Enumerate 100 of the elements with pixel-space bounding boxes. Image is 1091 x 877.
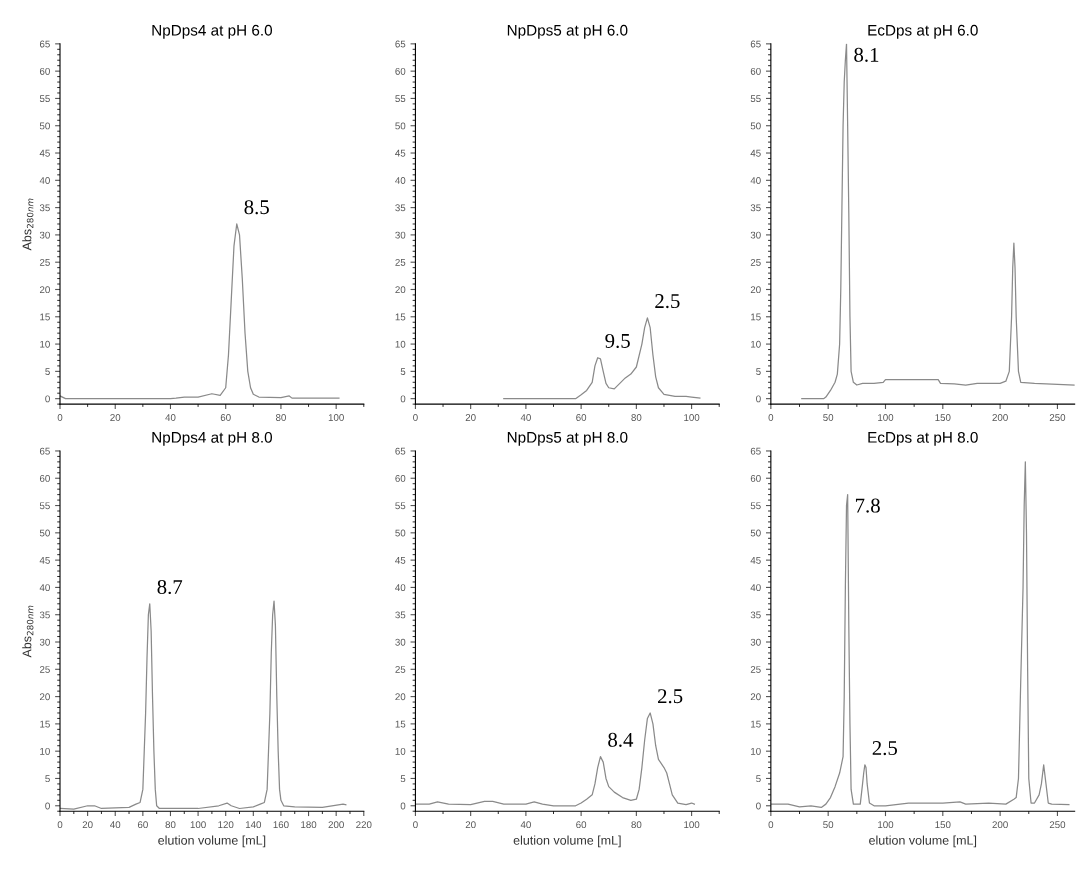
x-tick-label: 220	[356, 821, 372, 829]
line-series	[415, 712, 695, 807]
annotation: 2.5	[658, 689, 683, 704]
y-tick-label: 30	[750, 638, 761, 646]
y-tick-label: 65	[750, 447, 761, 455]
y-tick-label: 5	[400, 368, 406, 375]
y-tick-label: 40	[750, 177, 761, 184]
line-series	[60, 223, 340, 400]
x-tick-label: 0	[57, 821, 63, 829]
x-tick-label: 0	[768, 821, 774, 829]
x-tick-label: 20	[110, 414, 121, 421]
y-tick-label: 40	[395, 584, 406, 592]
x-tick-label: 100	[878, 821, 894, 829]
x-tick-label: 40	[165, 414, 176, 421]
y-tick-label: 20	[39, 286, 50, 294]
y-tick-label: 10	[395, 340, 406, 348]
y-tick-label: 40	[750, 584, 761, 592]
x-tick-label: 20	[465, 414, 476, 421]
y-tick-label: 20	[395, 693, 406, 701]
x-axis-title: elution volume [mL]	[869, 835, 977, 848]
y-tick-label: 20	[750, 286, 761, 294]
y-tick-label: 60	[395, 474, 406, 482]
y-tick-label: 0	[756, 395, 761, 403]
y-tick-label: 25	[39, 258, 50, 266]
x-tick-label: 180	[301, 821, 317, 829]
y-tick-label: 45	[39, 556, 50, 564]
y-tick-label: 55	[39, 95, 50, 103]
annotation: 2.5	[655, 294, 680, 309]
x-tick-label: 200	[328, 821, 344, 829]
x-tick-label: 160	[273, 821, 289, 829]
y-tick-label: 35	[39, 204, 50, 212]
y-tick-label: 50	[395, 122, 406, 130]
x-tick-label: 100	[878, 414, 894, 421]
x-tick-label: 140	[245, 821, 262, 829]
y-tick-label: 40	[39, 177, 50, 184]
y-tick-label: 5	[756, 368, 761, 375]
y-tick-label: 60	[750, 474, 761, 482]
y-tick-label: 30	[395, 638, 406, 646]
y-tick-label: 35	[750, 204, 761, 212]
y-tick-label: 15	[751, 313, 761, 321]
y-tick-label: 50	[750, 122, 761, 130]
line-series	[770, 461, 1070, 809]
x-tick-label: 50	[823, 821, 834, 829]
y-tick-label: 45	[750, 556, 761, 564]
chart-title: NpDps4 at pH 8.0	[152, 431, 273, 446]
y-tick-label: 35	[39, 611, 50, 619]
x-tick-label: 60	[137, 821, 148, 829]
x-tick-label: 100	[328, 414, 344, 421]
y-tick-label: 25	[395, 666, 406, 673]
x-tick-label: 0	[413, 414, 418, 421]
y-tick-label: 30	[39, 638, 50, 646]
y-tick-label: 50	[750, 529, 761, 537]
x-tick-label: 80	[631, 414, 642, 421]
chart-title: NpDps4 at pH 6.0	[152, 24, 273, 39]
y-tick-label: 0	[400, 395, 406, 403]
y-tick-label: 0	[400, 802, 406, 810]
y-tick-label: 5	[45, 368, 50, 375]
line-series	[503, 317, 701, 400]
line-series	[801, 43, 1075, 400]
y-tick-label: 25	[395, 258, 406, 266]
y-tick-label: 65	[39, 40, 50, 48]
y-tick-label: 60	[750, 67, 761, 75]
y-tick-label: 15	[395, 720, 406, 728]
y-tick-label: 20	[395, 286, 406, 294]
y-tick-label: 55	[39, 502, 50, 510]
x-axis-title: elution volume [mL]	[158, 835, 266, 848]
y-tick-label: 65	[395, 40, 406, 48]
y-tick-label: 0	[45, 802, 50, 810]
y-tick-label: 0	[756, 802, 761, 810]
y-tick-label: 50	[39, 529, 50, 537]
y-tick-label: 60	[39, 67, 50, 75]
x-tick-label: 200	[992, 821, 1008, 829]
x-tick-label: 50	[823, 414, 834, 421]
y-tick-label: 10	[395, 747, 406, 755]
y-tick-label: 45	[39, 149, 50, 157]
annotation: 7.8	[855, 498, 880, 513]
y-tick-label: 30	[39, 231, 50, 239]
y-tick-label: 55	[750, 502, 761, 510]
line-series	[60, 600, 347, 810]
x-tick-label: 100	[684, 821, 700, 829]
x-tick-label: 60	[576, 414, 587, 421]
y-tick-label: 30	[395, 231, 406, 239]
x-tick-label: 100	[684, 414, 700, 421]
y-tick-label: 30	[750, 231, 761, 239]
x-tick-label: 40	[110, 821, 121, 829]
chart-title: NpDps5 at pH 6.0	[507, 24, 628, 39]
y-tick-label: 15	[395, 313, 406, 321]
x-tick-label: 250	[1049, 821, 1066, 829]
y-tick-label: 50	[39, 122, 50, 130]
y-axis-title: Abs$_{280nm}$	[22, 605, 34, 658]
y-tick-label: 15	[40, 313, 50, 321]
y-tick-label: 25	[750, 258, 761, 266]
y-tick-label: 15	[751, 720, 761, 728]
annotation: 2.5	[872, 741, 898, 756]
x-tick-label: 80	[631, 821, 642, 829]
y-tick-label: 55	[395, 502, 406, 510]
x-tick-label: 200	[992, 414, 1008, 421]
x-tick-label: 250	[1049, 414, 1066, 421]
annotation: 8.1	[854, 47, 879, 62]
annotation: 9.5	[605, 333, 630, 349]
